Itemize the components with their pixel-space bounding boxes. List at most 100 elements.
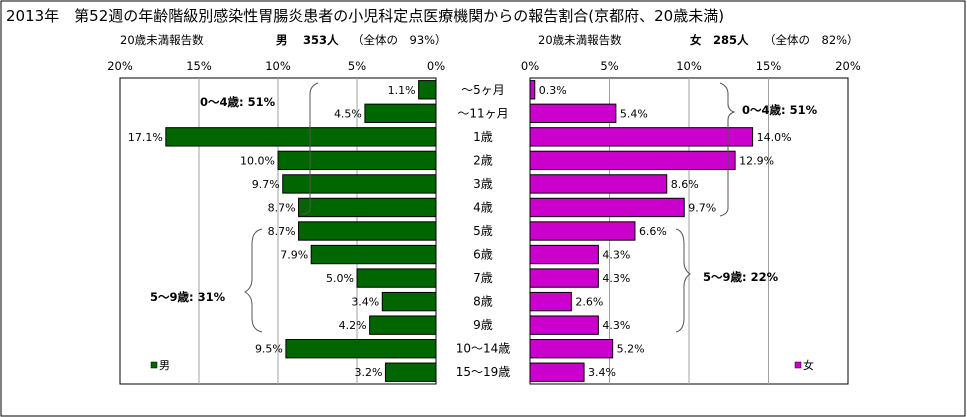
female-bracket-0-4 [719, 82, 736, 217]
age-category-labels: ～5ヶ月 ～11ヶ月 1歳 2歳 3歳 4歳 5歳 6歳 7歳 8歳 9歳 10～14歳 15～19歳 [456, 83, 511, 379]
male-tick-label: 10% [265, 59, 291, 73]
female-bar [529, 103, 617, 123]
age-category-label: 8歳 [473, 295, 493, 309]
male-bar [356, 268, 437, 288]
male-value-label: 4.5% [334, 107, 362, 120]
female-bar [529, 339, 614, 359]
male-bar [277, 150, 437, 171]
female-bar [529, 244, 599, 265]
female-legend-label: 女 [803, 358, 814, 372]
male-note-0-4: 0～4歳: 51% [200, 95, 276, 109]
male-value-label: 9.7% [252, 178, 280, 191]
female-tick-label: 5% [600, 59, 618, 73]
age-category-label: 1歳 [473, 130, 493, 144]
male-bar [310, 244, 437, 265]
male-value-label: 8.7% [268, 225, 296, 238]
female-value-label: 2.6% [575, 296, 603, 309]
female-bar [529, 315, 599, 335]
female-header-count: 285人 [713, 33, 749, 47]
male-note-5-9: 5～9歳: 31% [150, 290, 226, 304]
male-value-label: 4.2% [339, 319, 367, 332]
male-header-sex: 男 [276, 33, 288, 47]
female-value-label: 4.3% [602, 272, 630, 285]
female-legend-swatch [794, 361, 802, 369]
male-value-label: 5.0% [326, 272, 354, 285]
female-value-label: 14.0% [757, 131, 792, 144]
female-note-5-9: 5～9歳: 22% [703, 270, 779, 284]
male-bar [364, 103, 437, 123]
female-value-label: 4.3% [602, 249, 630, 262]
male-bar [418, 80, 437, 100]
male-bar [369, 315, 437, 335]
age-category-label: 2歳 [473, 153, 493, 167]
female-value-label: 5.2% [617, 343, 645, 356]
female-bar [529, 291, 572, 312]
male-value-label: 9.5% [255, 343, 283, 356]
female-bar [529, 221, 636, 241]
age-category-label: 5歳 [473, 224, 493, 238]
female-value-label: 6.6% [639, 225, 667, 238]
female-header-share: （全体の 82%） [764, 33, 859, 47]
male-value-label: 17.1% [128, 131, 163, 144]
female-value-label: 9.7% [688, 201, 716, 214]
female-header-sex: 女 [690, 33, 702, 47]
male-value-label: 3.2% [354, 366, 382, 379]
male-bar [298, 197, 437, 218]
female-bar [529, 150, 736, 171]
age-category-label: 10～14歳 [456, 342, 511, 356]
female-bracket-5-9 [675, 228, 691, 333]
female-tick-label: 10% [676, 59, 702, 73]
male-bar [381, 291, 437, 312]
female-bar [529, 174, 668, 194]
female-bar [529, 197, 685, 218]
female-value-label: 4.3% [602, 319, 630, 332]
age-category-label: 15～19歳 [456, 365, 511, 379]
male-value-label: 10.0% [240, 154, 275, 167]
female-tick-label: 15% [756, 59, 782, 73]
age-category-label: 7歳 [473, 271, 493, 285]
male-tick-label: 5% [348, 59, 366, 73]
male-value-label: 3.4% [351, 296, 379, 309]
male-bar [165, 127, 437, 147]
female-bar [529, 127, 754, 147]
male-bar [298, 221, 437, 241]
male-bar [384, 362, 437, 382]
age-category-label: 3歳 [473, 177, 493, 191]
bars [165, 80, 754, 382]
age-category-label: 6歳 [473, 248, 493, 262]
female-bar [529, 80, 536, 100]
age-category-label: ～11ヶ月 [457, 106, 508, 120]
age-category-label: 9歳 [473, 318, 493, 332]
male-value-label: 8.7% [268, 201, 296, 214]
male-header-count: 353人 [303, 33, 339, 47]
female-value-label: 12.9% [739, 154, 774, 167]
male-header-label: 20歳未満報告数 [120, 33, 204, 47]
female-value-label: 3.4% [588, 366, 616, 379]
female-value-label: 5.4% [620, 107, 648, 120]
male-value-label: 1.1% [388, 84, 416, 97]
female-tick-label: 20% [835, 59, 861, 73]
male-tick-label: 15% [186, 59, 212, 73]
age-category-label: ～5ヶ月 [461, 83, 505, 97]
male-bracket-0-4 [301, 82, 319, 215]
male-tick-label: 20% [107, 59, 133, 73]
male-tick-label: 0% [427, 59, 445, 73]
male-bar [285, 339, 437, 359]
chart-title: 2013年 第52週の年齢階級別感染性胃腸炎患者の小児科定点医療機関からの報告割… [6, 7, 724, 25]
female-header-label: 20歳未満報告数 [538, 33, 622, 47]
female-bar [529, 362, 585, 382]
male-bracket-5-9 [243, 228, 263, 333]
male-bar [282, 174, 437, 194]
male-legend-swatch [150, 361, 158, 369]
male-legend-label: 男 [159, 359, 170, 372]
female-tick-label: 0% [521, 59, 539, 73]
data-labels: 1.1% 0.3% 4.5% 5.4% 17.1% 14.0% 10.0% 12.9% 9.7%… [128, 84, 792, 379]
female-note-0-4: 0～4歳: 51% [742, 103, 818, 117]
female-bar [529, 268, 599, 288]
male-value-label: 7.9% [280, 249, 308, 262]
female-value-label: 0.3% [539, 84, 567, 97]
age-category-label: 4歳 [473, 200, 493, 214]
female-value-label: 8.6% [671, 178, 699, 191]
male-header-share: （全体の 93%） [352, 33, 447, 47]
